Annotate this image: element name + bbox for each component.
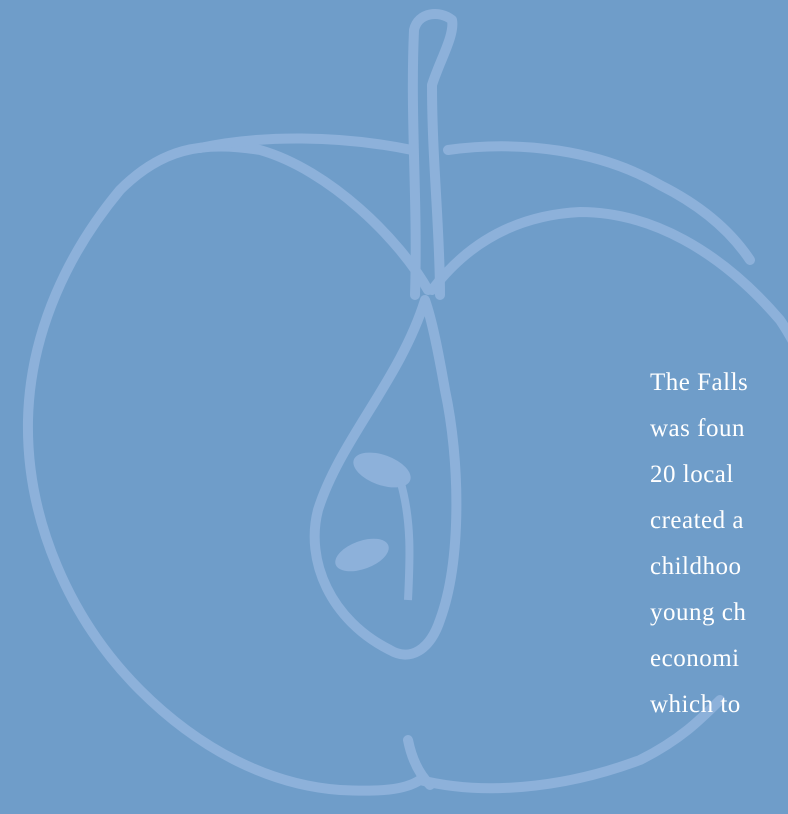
- text-line: created a: [650, 498, 788, 544]
- apple-top-right: [448, 146, 750, 260]
- text-line: The Falls: [650, 360, 788, 406]
- text-line: 20 local: [650, 452, 788, 498]
- seed: [331, 532, 393, 577]
- body-text: The Falls was foun 20 local created a ch…: [650, 360, 788, 728]
- text-line: was foun: [650, 406, 788, 452]
- body: {"lines": ["The Falls", "was foun", "20 …: [0, 0, 788, 814]
- stage: The Falls was foun 20 local created a ch…: [0, 0, 788, 814]
- text-line: childhoo: [650, 544, 788, 590]
- core-bottom: [408, 740, 430, 785]
- text-line: economi: [650, 636, 788, 682]
- text-line: young ch: [650, 590, 788, 636]
- page: Apple illustration html, body { margin: …: [0, 0, 788, 814]
- text-line: which to: [650, 682, 788, 728]
- seed-stroke: [400, 480, 410, 600]
